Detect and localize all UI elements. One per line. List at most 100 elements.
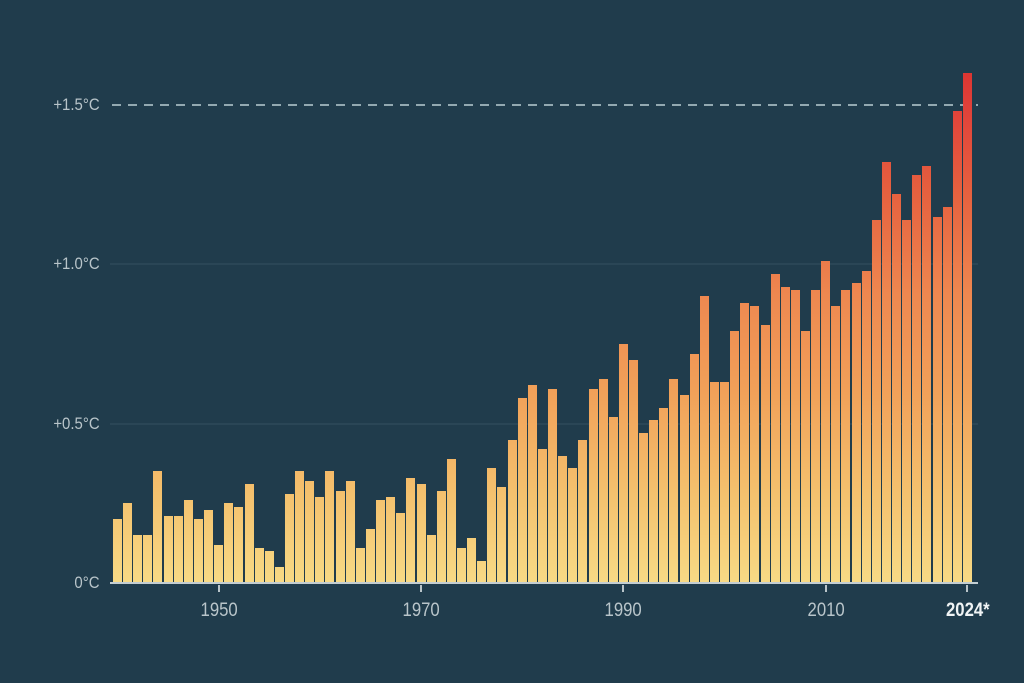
bar-1990 bbox=[618, 343, 628, 583]
bar-1947 bbox=[183, 500, 193, 583]
gridline-0.5 bbox=[110, 422, 978, 425]
bar-1966 bbox=[376, 500, 386, 583]
bar-1984 bbox=[558, 455, 568, 583]
bar-1959 bbox=[305, 481, 315, 583]
y-axis-label-2: +1.0°C bbox=[0, 253, 100, 275]
bar-1960 bbox=[315, 496, 325, 583]
gridline-1 bbox=[110, 263, 978, 266]
bar-1992 bbox=[639, 433, 649, 583]
bar-1978 bbox=[497, 487, 507, 583]
bar-2021 bbox=[932, 216, 942, 583]
y-axis-label-0: 0°C bbox=[0, 572, 100, 594]
bar-2018 bbox=[902, 219, 912, 583]
bar-1954 bbox=[254, 547, 264, 583]
bar-2001 bbox=[730, 331, 740, 583]
bar-1951 bbox=[224, 503, 234, 583]
x-axis-label-text: 1970 bbox=[402, 600, 440, 621]
bar-1989 bbox=[608, 417, 618, 583]
bar-2015 bbox=[871, 219, 881, 583]
bar-1974 bbox=[457, 547, 466, 583]
bar-1977 bbox=[487, 468, 497, 583]
bar-1985 bbox=[568, 468, 578, 583]
x-axis-label-text: 2010 bbox=[807, 600, 845, 621]
bar-2024 bbox=[962, 73, 972, 583]
bar-1987 bbox=[588, 388, 598, 583]
bar-1957 bbox=[285, 493, 294, 583]
bar-1942 bbox=[133, 535, 143, 583]
bar-1962 bbox=[335, 490, 345, 583]
bar-1979 bbox=[507, 439, 517, 583]
bar-2011 bbox=[831, 305, 841, 583]
bar-2016 bbox=[881, 162, 891, 583]
bar-1999 bbox=[709, 382, 719, 583]
bar-1952 bbox=[234, 506, 244, 583]
bar-1944 bbox=[153, 471, 163, 583]
bar-1955 bbox=[264, 551, 274, 583]
bar-1956 bbox=[274, 567, 284, 583]
bar-1940 bbox=[113, 519, 122, 583]
bar-1997 bbox=[689, 353, 699, 583]
bar-1950 bbox=[214, 544, 224, 583]
x-axis-label-1970: 1970 bbox=[376, 599, 466, 623]
bar-1972 bbox=[436, 490, 446, 583]
bar-2008 bbox=[801, 331, 811, 583]
bar-2014 bbox=[861, 270, 871, 583]
bar-2010 bbox=[821, 261, 831, 583]
bar-1941 bbox=[123, 503, 133, 583]
bar-1965 bbox=[365, 528, 375, 583]
bar-1988 bbox=[598, 379, 608, 583]
bar-1968 bbox=[396, 512, 406, 583]
bar-2005 bbox=[770, 273, 780, 583]
bar-2000 bbox=[720, 382, 730, 583]
y-axis-label-text: +0.5°C bbox=[53, 413, 100, 433]
x-tick-2024 bbox=[966, 585, 969, 592]
bar-1961 bbox=[325, 471, 335, 583]
bar-1953 bbox=[244, 484, 254, 583]
bar-1946 bbox=[173, 516, 183, 583]
bar-2019 bbox=[912, 175, 922, 583]
bar-1970 bbox=[416, 484, 426, 583]
bar-1981 bbox=[527, 385, 537, 583]
bar-1949 bbox=[204, 509, 214, 583]
bar-1976 bbox=[477, 560, 487, 583]
x-axis-label-1950: 1950 bbox=[174, 599, 264, 623]
bar-1998 bbox=[699, 296, 709, 583]
bar-2007 bbox=[790, 289, 800, 583]
bar-1995 bbox=[669, 379, 679, 583]
bar-1973 bbox=[446, 458, 456, 583]
bar-1983 bbox=[548, 388, 558, 583]
bar-1986 bbox=[578, 439, 588, 583]
bar-1996 bbox=[679, 394, 689, 583]
bar-2020 bbox=[922, 165, 932, 583]
bar-2006 bbox=[780, 286, 790, 583]
bar-2003 bbox=[750, 305, 760, 583]
bar-1958 bbox=[295, 471, 305, 583]
x-axis-baseline bbox=[110, 582, 978, 584]
x-axis-label-2024: 2024* bbox=[922, 599, 1012, 623]
x-axis-label-1990: 1990 bbox=[578, 599, 668, 623]
bar-1993 bbox=[649, 420, 659, 583]
bar-2022 bbox=[942, 206, 952, 583]
bar-1971 bbox=[426, 535, 436, 583]
y-axis-label-text: 0°C bbox=[74, 573, 100, 592]
bar-2012 bbox=[841, 289, 851, 583]
bar-1969 bbox=[406, 477, 416, 583]
bar-1994 bbox=[659, 407, 669, 583]
bar-2009 bbox=[811, 289, 821, 583]
threshold-line-1-5c bbox=[112, 103, 978, 106]
bar-1963 bbox=[345, 481, 355, 583]
bar-2002 bbox=[740, 302, 750, 583]
x-axis-label-text: 2024* bbox=[945, 600, 990, 621]
bar-1982 bbox=[537, 449, 547, 583]
bar-2023 bbox=[952, 111, 962, 583]
x-axis-label-2010: 2010 bbox=[781, 599, 871, 623]
x-tick-1990 bbox=[622, 585, 625, 592]
bar-1964 bbox=[355, 547, 365, 583]
y-axis-label-text: +1.0°C bbox=[53, 254, 100, 274]
bar-2013 bbox=[851, 283, 861, 583]
bar-1943 bbox=[143, 535, 153, 583]
x-tick-2010 bbox=[824, 585, 827, 592]
bar-1948 bbox=[193, 519, 203, 583]
bar-2017 bbox=[892, 194, 902, 583]
